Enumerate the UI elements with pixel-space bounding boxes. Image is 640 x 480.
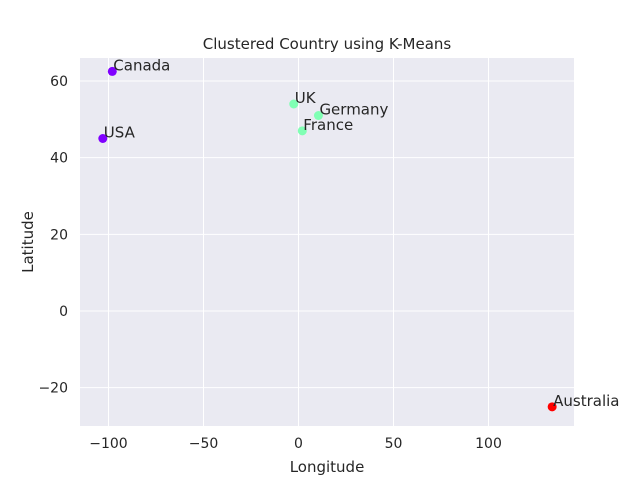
data-points (98, 66, 557, 412)
x-tick-label: 100 (475, 436, 502, 452)
point-label: France (303, 116, 353, 134)
x-tick-label: 50 (385, 436, 403, 452)
grid (80, 58, 574, 426)
x-tick-label: −50 (189, 436, 219, 452)
y-tick-label: 40 (50, 151, 68, 167)
y-tick-label: 20 (50, 227, 68, 243)
point-label: Germany (319, 101, 388, 119)
tick-labels: −100 −50 0 50 100 −20 0 20 40 60 (38, 74, 501, 452)
chart-title: Clustered Country using K-Means (203, 35, 452, 53)
y-tick-label: −20 (38, 381, 68, 397)
plot-background (80, 58, 574, 426)
data-point (107, 66, 117, 76)
y-tick-label: 0 (59, 304, 68, 320)
data-point (547, 402, 557, 412)
point-label: Canada (113, 56, 170, 74)
data-point (297, 126, 307, 136)
x-axis-label: Longitude (290, 458, 365, 476)
x-tick-label: −100 (89, 436, 127, 452)
data-point (98, 134, 108, 143)
y-tick-label: 60 (50, 74, 68, 90)
point-label: USA (104, 124, 136, 142)
data-point (313, 111, 323, 120)
y-axis-label: Latitude (19, 211, 37, 273)
point-label: Australia (553, 392, 619, 410)
x-tick-label: 0 (294, 436, 303, 452)
point-label: UK (295, 89, 317, 107)
data-point (289, 99, 299, 109)
